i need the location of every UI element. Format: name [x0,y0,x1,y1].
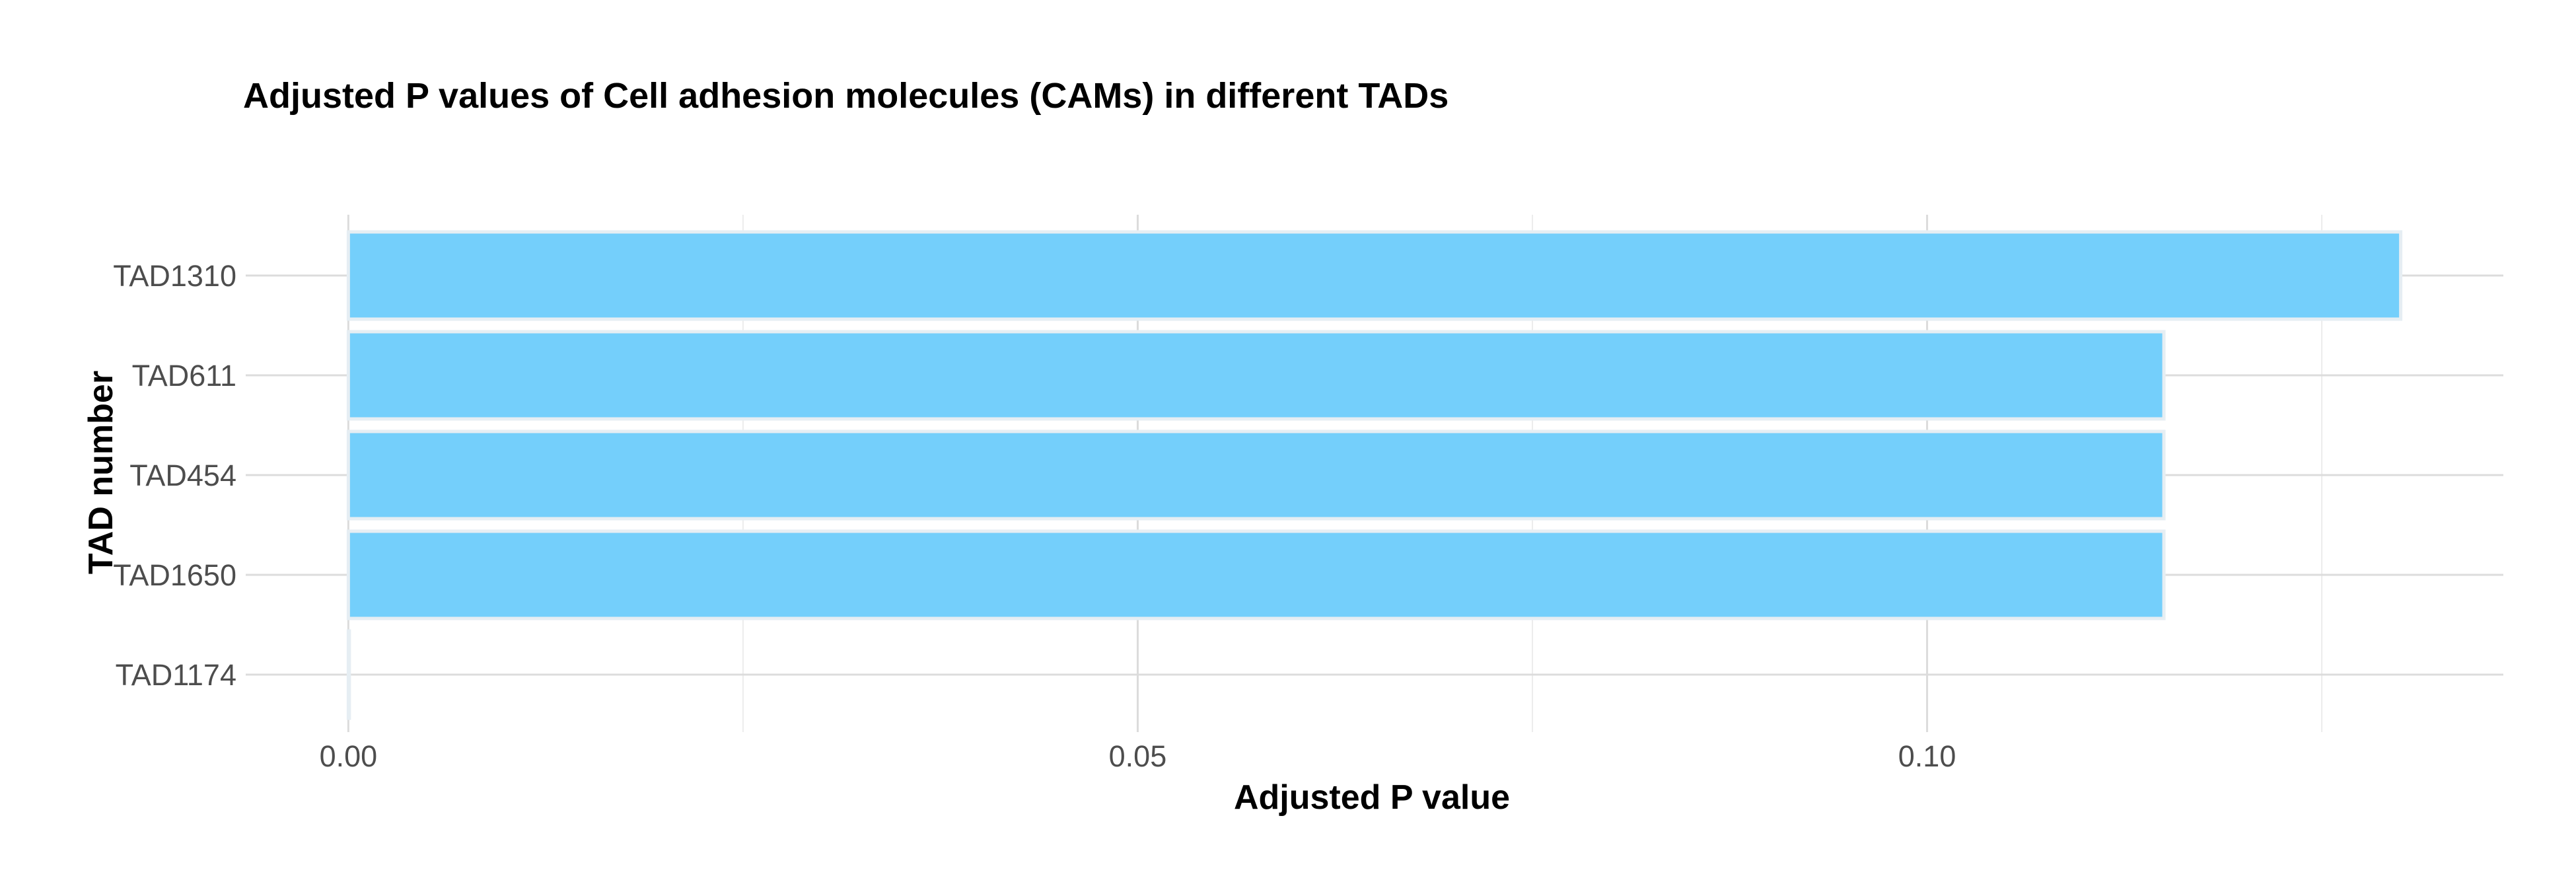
y-tick-label: TAD1174 [116,658,236,692]
y-tick-label: TAD611 [132,359,236,392]
y-tick-labels: TAD1310 TAD611 TAD454 TAD1650 TAD1174 [113,259,236,692]
chart-title: Adjusted P values of Cell adhesion molec… [243,76,1449,116]
x-axis-title: Adjusted P value [1234,778,1510,817]
bar-layer [346,230,2403,720]
x-tick-label: 0.10 [1898,739,1956,773]
x-tick-label: 0.00 [320,739,378,773]
bar-tad1174 [346,629,351,720]
y-axis-title: TAD number [82,371,120,574]
y-tick-label: TAD1310 [113,259,236,293]
bar-tad611 [346,330,2166,421]
y-tick-label: TAD454 [129,459,236,492]
x-tick-label: 0.05 [1109,739,1167,773]
bar-tad454 [346,429,2166,521]
x-tick-labels: 0.00 0.05 0.10 [320,739,1956,773]
bar-tad1310 [346,230,2403,321]
y-tick-label: TAD1650 [113,558,236,592]
bar-tad1650 [346,529,2166,620]
